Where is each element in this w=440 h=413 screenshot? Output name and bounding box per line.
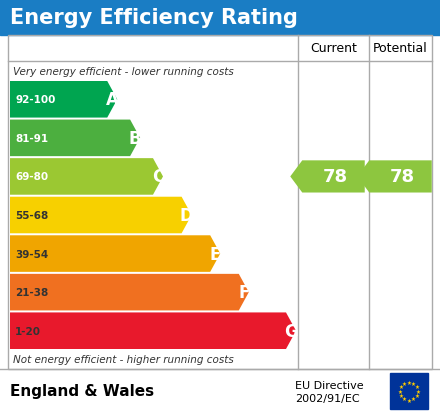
Polygon shape [290, 161, 365, 193]
Text: 81-91: 81-91 [15, 133, 48, 143]
Bar [0, 0, 440, 36]
Text: ★: ★ [407, 398, 411, 403]
Text: England & Wales: England & Wales [10, 384, 154, 399]
Text: ★: ★ [415, 389, 421, 394]
Text: Very energy efficient - lower running costs: Very energy efficient - lower running co… [13, 67, 234, 77]
Bar [0, 369, 440, 413]
Text: Not energy efficient - higher running costs: Not energy efficient - higher running co… [13, 354, 234, 364]
Text: G: G [284, 322, 298, 340]
Text: Potential: Potential [373, 43, 428, 55]
Text: ★: ★ [411, 396, 416, 401]
Text: ★: ★ [399, 384, 403, 389]
Text: 69-80: 69-80 [15, 172, 48, 182]
Text: ★: ★ [399, 393, 403, 398]
Text: ★: ★ [402, 381, 407, 386]
Text: B: B [129, 130, 141, 147]
Text: ★: ★ [398, 389, 403, 394]
Text: ★: ★ [407, 380, 411, 385]
Text: EU Directive: EU Directive [295, 380, 363, 390]
Text: ★: ★ [414, 384, 419, 389]
Text: ★: ★ [402, 396, 407, 401]
Text: 78: 78 [323, 168, 348, 186]
Text: ★: ★ [414, 393, 419, 398]
Text: ★: ★ [411, 381, 416, 386]
Polygon shape [10, 274, 249, 311]
Text: 39-54: 39-54 [15, 249, 48, 259]
Text: 2002/91/EC: 2002/91/EC [295, 393, 359, 403]
Text: E: E [209, 245, 221, 263]
Polygon shape [10, 197, 191, 234]
Text: C: C [152, 168, 164, 186]
Text: 78: 78 [390, 168, 415, 186]
Text: D: D [180, 206, 194, 224]
Text: F: F [238, 283, 249, 301]
Text: 55-68: 55-68 [15, 211, 48, 221]
Text: A: A [106, 91, 119, 109]
Text: Current: Current [310, 43, 357, 55]
Polygon shape [10, 313, 296, 349]
Polygon shape [10, 159, 163, 195]
Polygon shape [10, 82, 117, 118]
Polygon shape [10, 236, 220, 272]
Polygon shape [10, 120, 140, 157]
Bar [390, 373, 428, 409]
Text: 1-20: 1-20 [15, 326, 41, 336]
Bar [8, 36, 432, 369]
Polygon shape [357, 161, 432, 193]
Text: 92-100: 92-100 [15, 95, 55, 105]
Text: 21-38: 21-38 [15, 287, 48, 297]
Text: Energy Efficiency Rating: Energy Efficiency Rating [10, 8, 298, 28]
